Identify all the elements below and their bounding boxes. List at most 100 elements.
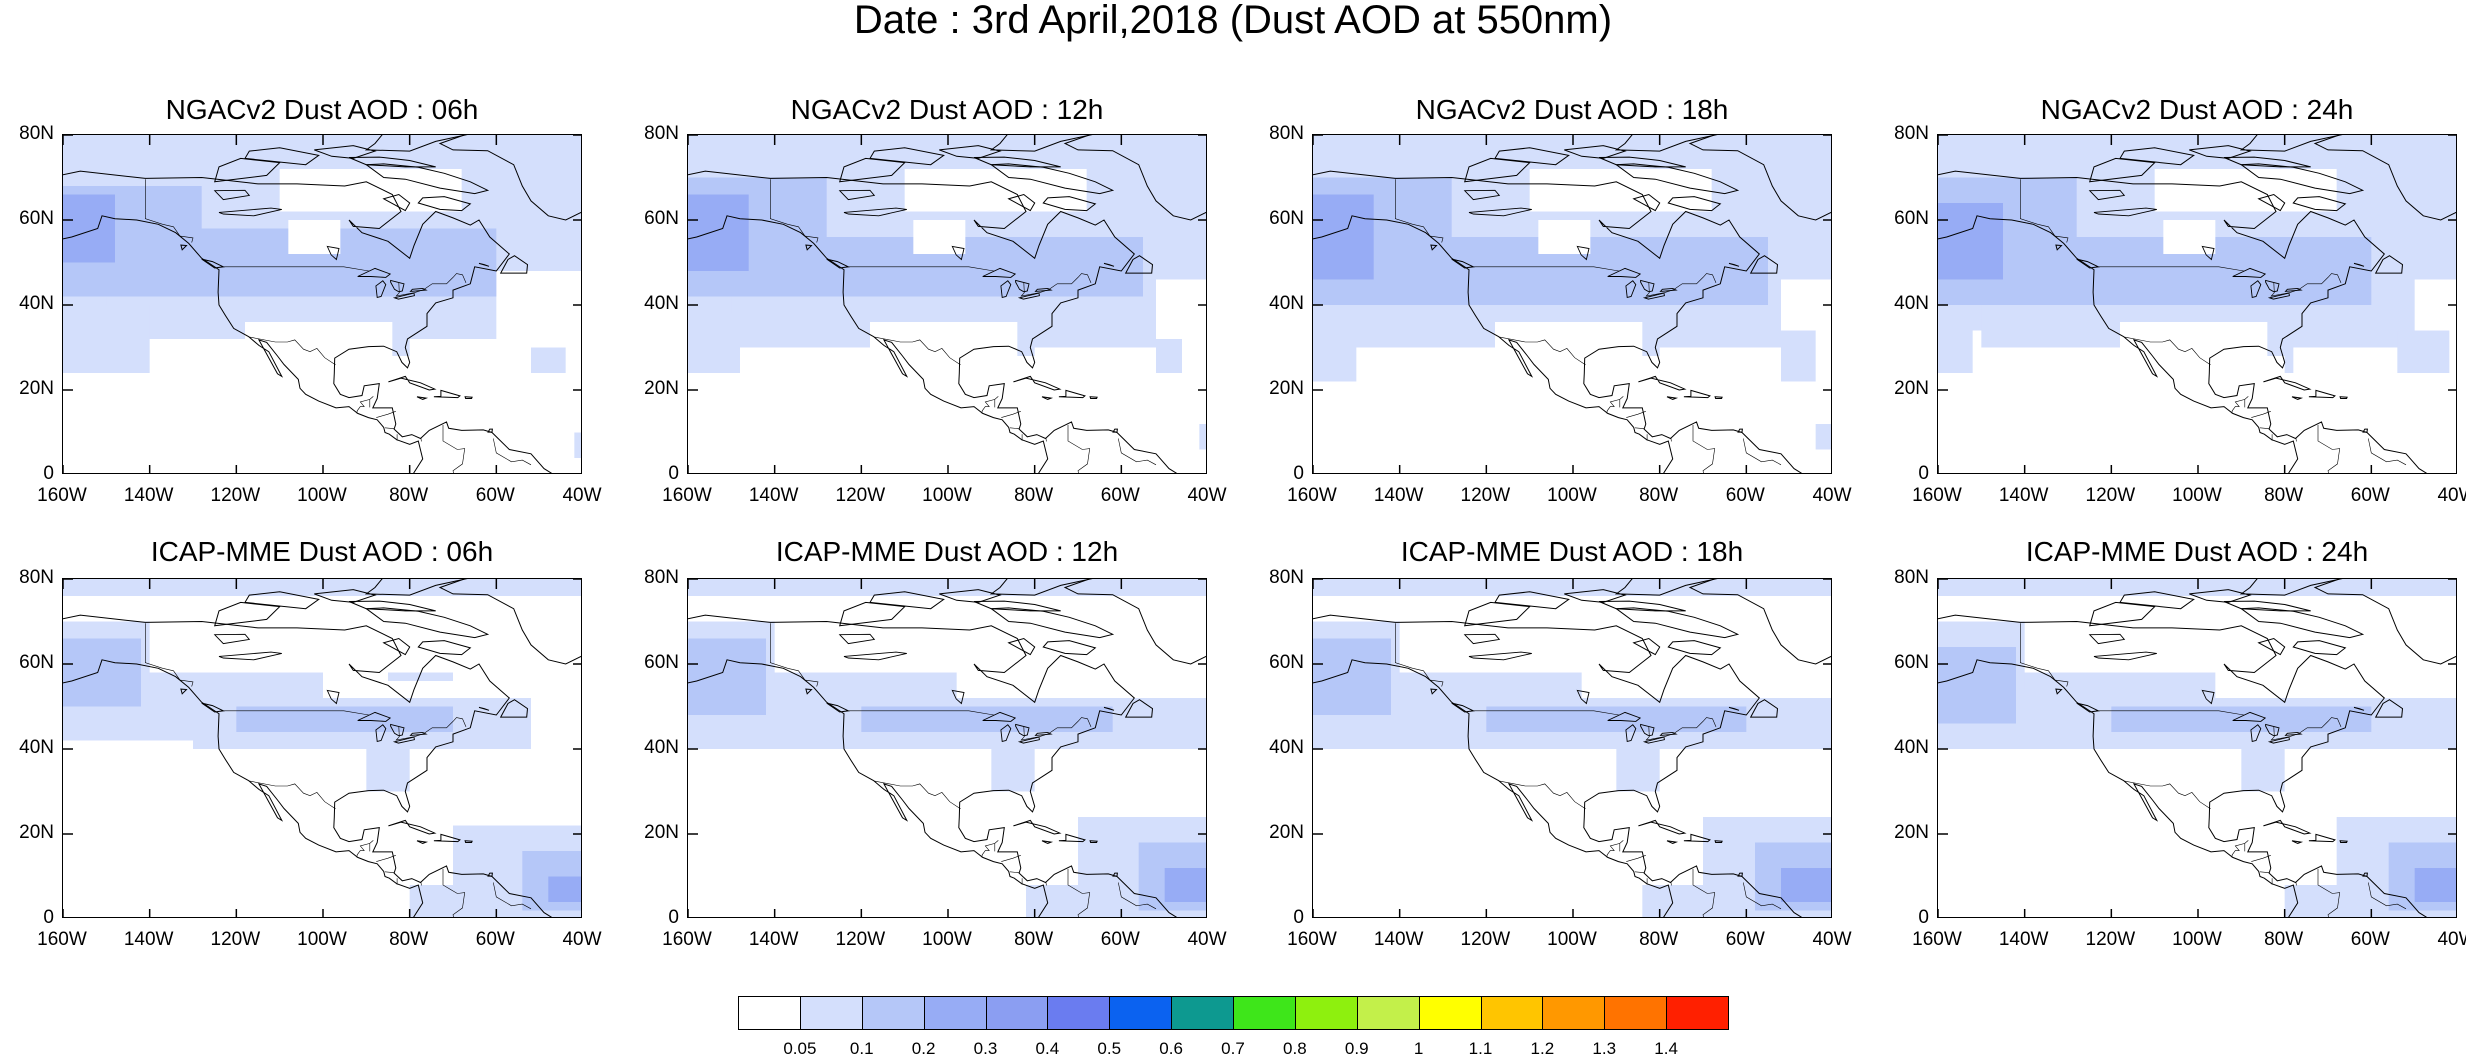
island-coastline <box>214 601 281 627</box>
colorbar-swatch <box>1418 996 1482 1030</box>
island-coastline <box>1041 840 1054 844</box>
lake-outline <box>951 689 965 705</box>
lake-outline <box>843 651 907 661</box>
country-border <box>1743 882 1782 910</box>
island-coastline <box>805 244 813 251</box>
country-border <box>1634 427 1645 429</box>
lake-outline <box>1000 724 1012 742</box>
map-svg <box>63 135 581 473</box>
island-coastline <box>1464 157 1531 183</box>
lake-outline <box>1625 724 1637 742</box>
island-coastline <box>364 163 490 195</box>
aod-fill-cell <box>688 313 740 373</box>
island-coastline <box>1614 163 1740 195</box>
greenland-coastline <box>2313 135 2456 221</box>
country-border <box>2259 871 2270 873</box>
panel-title: NGACv2 Dust AOD : 06h <box>165 94 479 125</box>
aod-clear-area <box>2154 169 2337 212</box>
island-coastline <box>1683 833 1711 843</box>
y-tick-label: 20N <box>1894 378 1929 399</box>
colorbar-swatch <box>1480 996 1544 1030</box>
y-tick-label: 0 <box>668 907 679 928</box>
lake-outline <box>838 633 876 645</box>
island-coastline <box>1124 255 1154 274</box>
island-coastline <box>314 145 377 159</box>
x-tick-label: 100W <box>297 929 347 950</box>
island-coastline <box>1013 375 1062 391</box>
island-coastline <box>417 196 472 212</box>
country-border <box>1670 437 1672 442</box>
island-coastline <box>2239 607 2365 639</box>
country-border <box>1645 717 1717 741</box>
island-coastline <box>364 135 468 152</box>
lake-outline <box>1607 267 1642 278</box>
x-tick-label: 80W <box>389 929 429 950</box>
map-svg <box>688 579 1206 917</box>
figure-title: Date : 3rd April,2018 (Dust AOD at 550nm… <box>853 0 1613 42</box>
colorbar-level-label: 0.6 <box>1159 1039 1183 1058</box>
island-coastline <box>1614 135 1718 152</box>
island-coastline <box>1614 579 1718 596</box>
y-tick-label: 0 <box>1293 463 1304 484</box>
panel-title: NGACv2 Dust AOD : 12h <box>790 94 1104 125</box>
x-tick-label: 120W <box>2085 929 2136 950</box>
panel-title: NGACv2 Dust AOD : 24h <box>2040 94 2354 125</box>
aod-clear-area <box>279 749 367 809</box>
colorbar <box>738 996 1729 1030</box>
lake-outline <box>1642 292 1665 300</box>
country-border <box>1118 882 1157 910</box>
island-coastline <box>364 579 468 596</box>
aod-fill-cell <box>236 706 453 732</box>
x-tick-label: 40W <box>562 485 602 506</box>
country-border <box>376 855 396 862</box>
country-border <box>442 424 466 473</box>
country-border <box>493 882 532 910</box>
country-border <box>1670 881 1672 886</box>
panel-title: ICAP-MME Dust AOD : 24h <box>2025 536 2369 567</box>
country-border <box>1472 710 1619 716</box>
aod-fill-cell <box>1781 868 1831 902</box>
x-tick-label: 140W <box>748 485 799 506</box>
island-coastline <box>2292 640 2347 656</box>
lake-outline <box>2250 280 2262 298</box>
island-coastline <box>1451 258 1476 269</box>
x-tick-label: 120W <box>1460 485 1511 506</box>
island-coastline <box>2189 589 2252 603</box>
country-border <box>1472 266 1619 272</box>
island-coastline <box>2292 196 2347 212</box>
x-tick-label: 100W <box>297 485 347 506</box>
y-tick-label: 20N <box>1894 822 1929 843</box>
island-coastline <box>2374 255 2404 274</box>
x-tick-label: 60W <box>2350 929 2390 950</box>
x-tick-label: 120W <box>835 929 886 950</box>
y-tick-label: 0 <box>1293 907 1304 928</box>
y-tick-label: 80N <box>1269 567 1304 588</box>
country-border <box>2097 710 2244 716</box>
colorbar-level-label: 1.4 <box>1654 1039 1678 1058</box>
aod-clear-area <box>904 169 1087 212</box>
island-coastline <box>2055 688 2063 695</box>
x-tick-label: 120W <box>2085 485 2136 506</box>
island-coastline <box>388 819 437 835</box>
aod-clear-area <box>2146 356 2285 416</box>
y-tick-label: 80N <box>19 567 54 588</box>
island-coastline <box>2189 145 2252 159</box>
x-tick-label: 140W <box>1998 485 2049 506</box>
island-coastline <box>1042 196 1097 212</box>
aod-clear-area <box>1538 220 1591 254</box>
map-panel <box>1312 134 1832 474</box>
country-border <box>1067 868 1091 917</box>
island-coastline <box>2239 163 2365 195</box>
aod-fill-cell <box>1938 237 2372 305</box>
lake-outline <box>357 711 392 722</box>
lake-outline <box>390 723 405 737</box>
country-border <box>493 438 532 466</box>
x-tick-label: 80W <box>1639 485 1679 506</box>
greenland-coastline <box>1063 579 1206 665</box>
country-border <box>222 266 369 272</box>
coastline <box>63 170 553 473</box>
lake-outline <box>213 189 251 201</box>
y-tick-label: 20N <box>644 378 679 399</box>
lake-outline <box>2265 723 2280 737</box>
country-border <box>1395 623 1444 687</box>
